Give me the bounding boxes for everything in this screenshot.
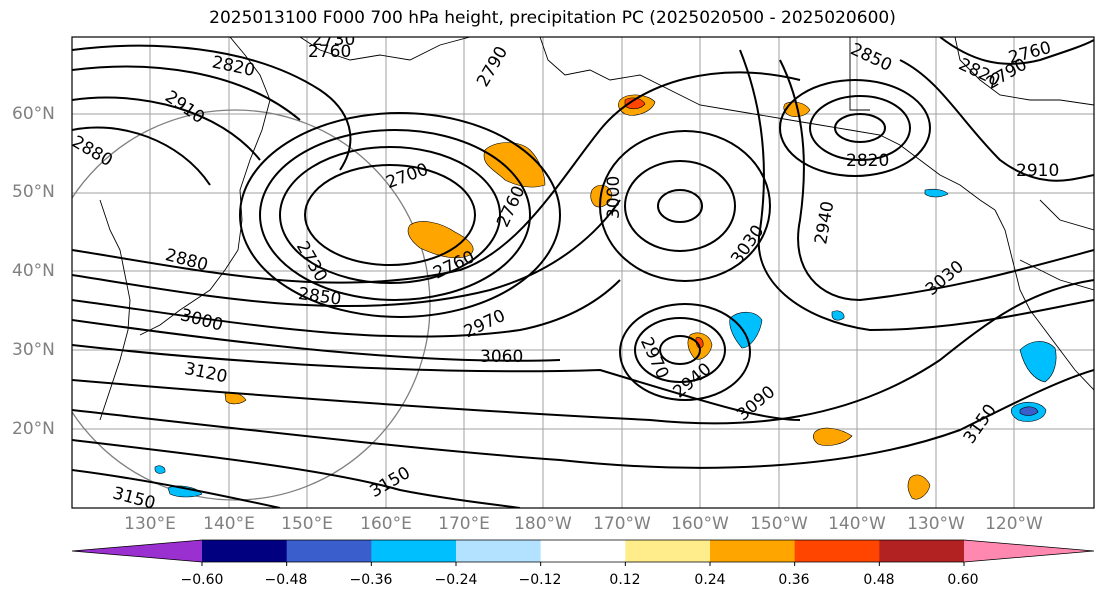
contour-label: 2820: [210, 52, 256, 81]
lat-label: 30°N: [12, 340, 55, 360]
colorbar-segment: [879, 540, 965, 562]
contour-label: 2970: [461, 306, 509, 342]
colorbar-tick: −0.60: [180, 572, 224, 588]
contour-label-group: 2730 2760 2820 2790 2850 2760 2820 2790 …: [68, 30, 1059, 508]
lat-label: 50°N: [12, 182, 55, 202]
colorbar: [71, 539, 1095, 566]
lon-label: 140°E: [203, 514, 255, 534]
contour-label: 3000: [604, 176, 624, 219]
map-title: 2025013100 F000 700 hPa height, precipit…: [209, 8, 896, 28]
lon-label: 150°W: [750, 514, 808, 534]
colorbar-segment: [202, 540, 288, 562]
gridlines: [72, 37, 1094, 508]
colorbar-tick: −0.36: [349, 572, 393, 588]
contour-label: 3000: [178, 305, 225, 336]
lon-label: 150°E: [281, 514, 333, 534]
lon-label: 170°E: [438, 514, 490, 534]
lon-label: 130°E: [124, 514, 176, 534]
contour-label: 2790: [983, 55, 1030, 94]
colorbar-tick: −0.12: [518, 572, 562, 588]
lat-label: 40°N: [12, 261, 55, 281]
contour-label: 3030: [922, 257, 968, 300]
precip-shading: [154, 94, 1057, 500]
contour-label: 2820: [846, 151, 889, 171]
colorbar-tick: 0.12: [609, 572, 641, 588]
contour-label: 2880: [68, 132, 115, 171]
contour-label: 2730: [312, 30, 355, 50]
colorbar-segment: [456, 540, 542, 562]
colorbar-segment: [625, 540, 711, 562]
coastlines: [99, 37, 1094, 421]
contour-label: 3150: [366, 463, 413, 502]
contour-label: 2910: [1016, 161, 1059, 181]
lon-label: 120°W: [985, 514, 1043, 534]
contour-label: 2850: [297, 284, 343, 310]
colorbar-extension-low: [72, 540, 202, 562]
contour-label: 3060: [480, 347, 523, 367]
colorbar-tick: 0.60: [947, 572, 979, 588]
lon-label: 170°W: [593, 514, 651, 534]
colorbar-segment: [794, 540, 880, 562]
colorbar-tick: 0.48: [863, 572, 895, 588]
lon-label: 130°W: [907, 514, 965, 534]
colorbar-tick: −0.48: [264, 572, 308, 588]
contour-label: 2790: [473, 43, 512, 90]
lon-label: 160°E: [360, 514, 412, 534]
colorbar-tick: −0.24: [434, 572, 478, 588]
lon-label: 180°W: [514, 514, 572, 534]
colorbar-tick: 0.24: [694, 572, 726, 588]
contour-label: 2850: [847, 39, 895, 75]
lat-label: 20°N: [12, 419, 55, 439]
contour-label: 2940: [811, 200, 838, 246]
colorbar-extension-high: [964, 540, 1094, 562]
contour-label: 2970: [636, 334, 672, 382]
contour-label: 2760: [308, 42, 351, 62]
map-frame: [71, 36, 1095, 509]
colorbar-segment: [540, 540, 626, 562]
colorbar-segment: [371, 540, 457, 562]
lon-label: 160°W: [671, 514, 729, 534]
contour-label: 3090: [733, 382, 779, 425]
lon-label: 140°W: [828, 514, 886, 534]
region-circle: [72, 109, 431, 501]
contour-label: 3150: [960, 401, 1001, 448]
colorbar-segment: [710, 540, 796, 562]
lat-label: 60°N: [12, 104, 55, 124]
colorbar-segment: [286, 540, 372, 562]
contour-label: 3120: [183, 359, 229, 388]
colorbar-tick: 0.36: [778, 572, 810, 588]
contour-label: 2730: [292, 238, 331, 285]
height-contours: [72, 37, 1094, 508]
